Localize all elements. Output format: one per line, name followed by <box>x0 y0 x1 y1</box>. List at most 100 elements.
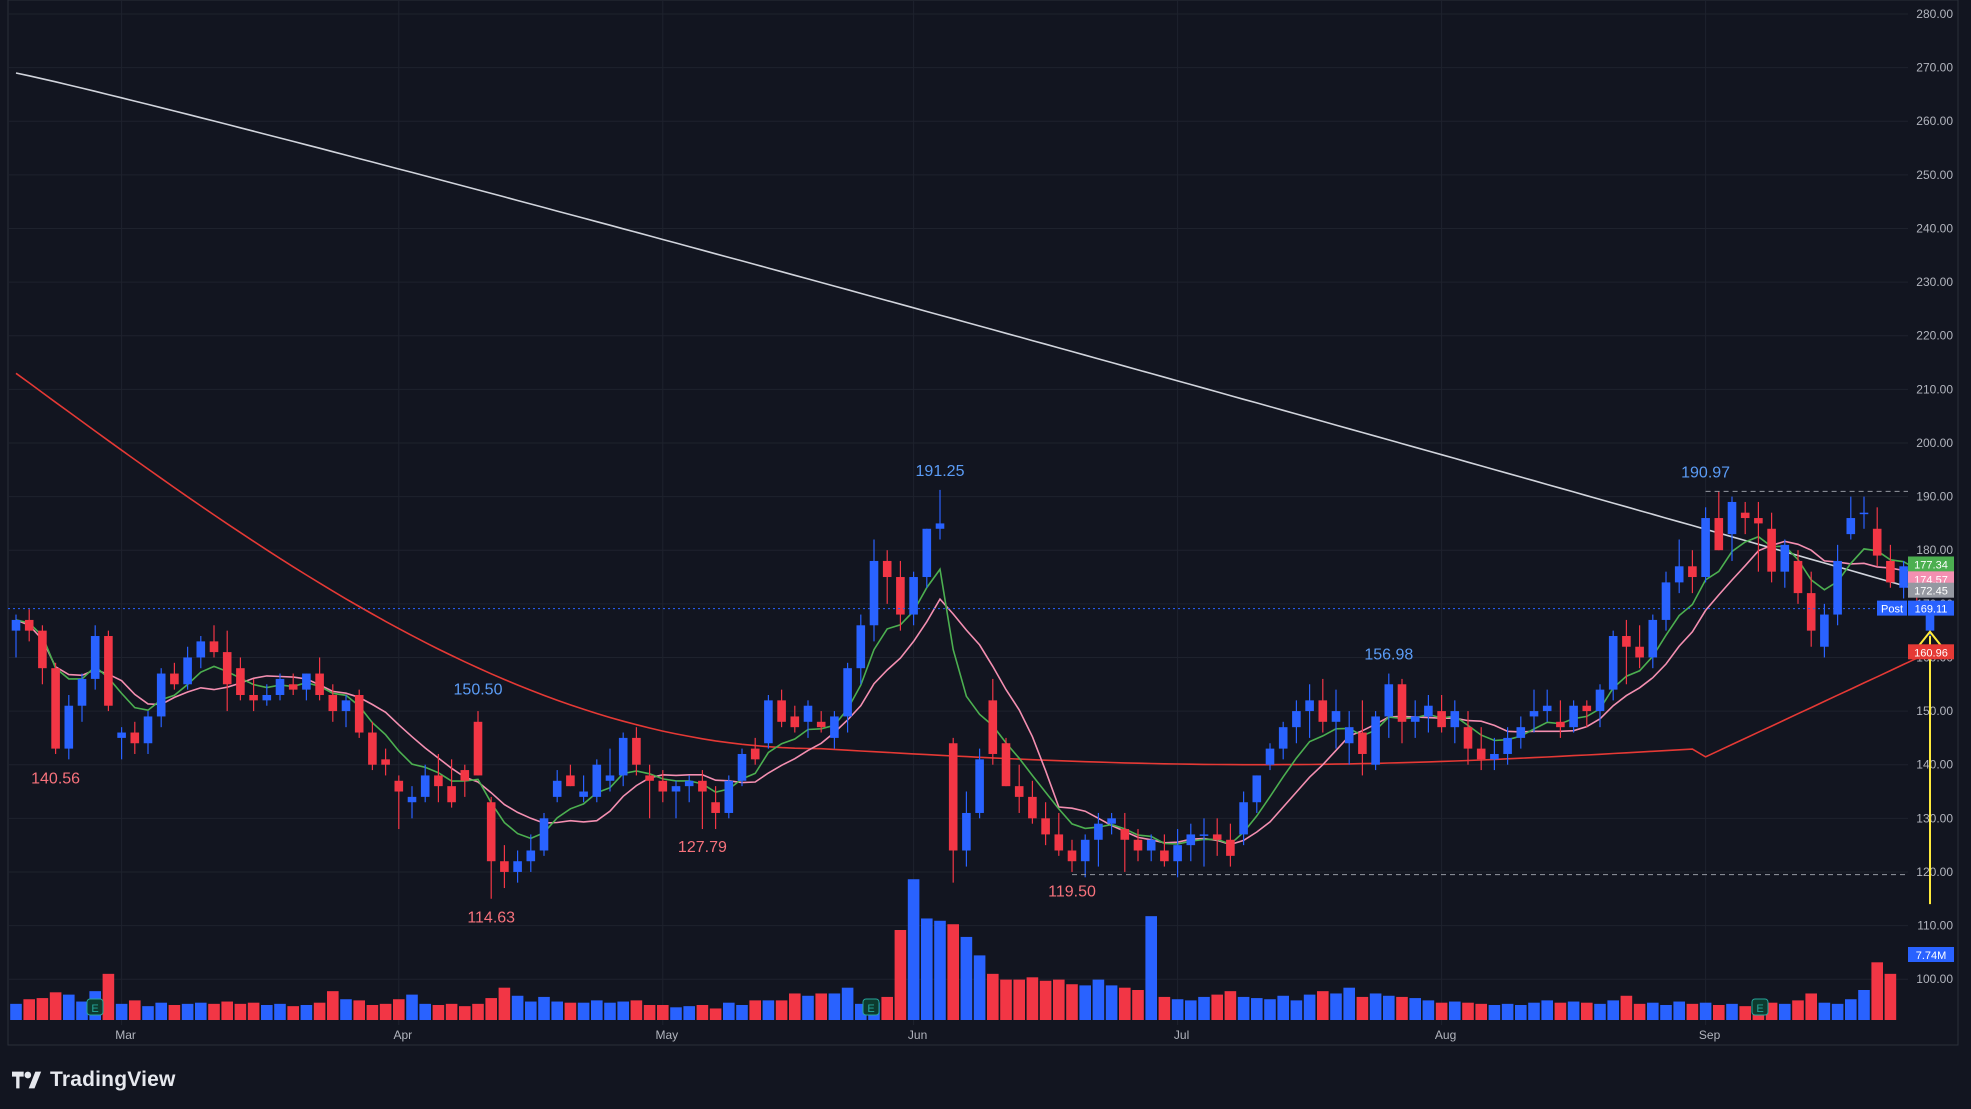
candle-body <box>1872 528 1882 556</box>
candle-body <box>935 523 945 529</box>
candle-body <box>1754 518 1763 524</box>
candle-body <box>1041 818 1050 835</box>
volume-bar <box>313 1002 326 1020</box>
tradingview-logo[interactable]: TradingView <box>12 1066 176 1094</box>
volume-bar <box>49 992 62 1020</box>
y-tick-label: 150.00 <box>1916 704 1953 718</box>
volume-bar <box>1884 973 1897 1020</box>
candle-body <box>698 780 707 792</box>
candle-body <box>1595 689 1605 712</box>
candle-body <box>1569 705 1578 728</box>
volume-bar <box>709 1008 722 1020</box>
volume-bar <box>1633 1003 1646 1020</box>
volume-bar <box>419 1003 431 1020</box>
yellow-arrow-head <box>1915 630 1945 651</box>
volume-bar <box>1119 987 1131 1020</box>
candle-body <box>1437 711 1446 728</box>
volume-bar <box>789 993 801 1020</box>
candle-body <box>130 732 140 744</box>
post-badge-bg <box>1877 600 1907 616</box>
candle-body <box>830 716 839 738</box>
candle-body <box>1094 823 1103 840</box>
candle-body <box>51 668 60 749</box>
earnings-marker-badge <box>86 998 104 1016</box>
volume-bar <box>498 987 511 1020</box>
candle-body <box>1120 829 1130 840</box>
candle-body <box>117 732 126 738</box>
volume-bar <box>815 993 827 1020</box>
volume-bar <box>802 995 814 1020</box>
candle-body <box>473 721 483 776</box>
volume-bar <box>1449 1001 1461 1020</box>
candle-body <box>1582 705 1592 712</box>
volume-bar <box>353 1000 365 1020</box>
volume-bar <box>1317 991 1329 1020</box>
candle-body <box>11 619 21 631</box>
candle-body <box>1622 636 1631 647</box>
volume-bar <box>1000 979 1012 1020</box>
volume-bar <box>591 1000 603 1020</box>
volume-bar <box>723 1002 735 1020</box>
axis-price-label-bg <box>1908 600 1954 616</box>
candle-body <box>1278 727 1288 749</box>
volume-bar <box>1475 1003 1487 1020</box>
candle-body <box>777 700 786 722</box>
tradingview-logo-icon <box>12 1071 42 1089</box>
volume-bar <box>1158 996 1171 1020</box>
axis-price-label-text: 172.45 <box>1914 586 1948 598</box>
candle-body <box>1410 716 1420 722</box>
candle-body <box>1833 560 1842 615</box>
candle-body <box>988 700 998 754</box>
candle-body <box>328 694 338 712</box>
candle-body <box>1490 753 1499 760</box>
volume-bar <box>921 918 933 1020</box>
candle-body <box>1476 748 1486 760</box>
y-tick-label: 280.00 <box>1916 7 1953 21</box>
x-tick-label: Aug <box>1435 1028 1456 1042</box>
grid <box>8 0 1908 1025</box>
candle-body <box>513 861 522 872</box>
post-badge-text: Post <box>1881 604 1903 616</box>
volume-bar <box>775 1000 788 1020</box>
volume-bar <box>881 996 893 1020</box>
volume-bar <box>1092 979 1105 1020</box>
y-tick-label: 270.00 <box>1916 61 1953 75</box>
price-chart[interactable]: 100.00 110.00 120.00 130.00 140.00 150.00 160.… <box>0 0 1971 1060</box>
candle-body <box>1265 748 1275 765</box>
volume-bar <box>1818 1002 1831 1020</box>
volume-bar <box>1105 985 1118 1020</box>
y-tick-label: 120.00 <box>1916 865 1953 879</box>
candle-body <box>1160 850 1169 862</box>
volume-bar <box>300 1005 313 1020</box>
candle-body <box>288 684 298 690</box>
x-tick-label: Jun <box>908 1028 927 1042</box>
volume-bar <box>1132 990 1144 1020</box>
candle-body <box>222 652 232 685</box>
volume-bar <box>683 1006 695 1020</box>
y-tick-label: 260.00 <box>1916 114 1953 128</box>
y-tick-label: 220.00 <box>1916 329 1953 343</box>
candle-body <box>1661 582 1671 620</box>
volume-bar <box>1396 996 1408 1020</box>
candle-body <box>816 721 826 728</box>
candle-body <box>1397 684 1407 722</box>
y-tick-label: 250.00 <box>1916 168 1953 182</box>
candle-body <box>1014 786 1024 797</box>
price-annotation: 156.98 <box>1364 647 1413 664</box>
volume-bar <box>485 998 497 1020</box>
candle-body <box>447 786 456 803</box>
candle-body <box>341 700 351 712</box>
candle-body <box>764 700 773 744</box>
candle-body <box>1450 711 1460 728</box>
candle-body <box>909 577 918 615</box>
volume-bar <box>670 1007 682 1020</box>
candle-body <box>552 780 562 797</box>
volume-bar <box>472 1003 484 1020</box>
volume-bar <box>1488 1005 1501 1020</box>
volume-bar <box>1185 1000 1197 1020</box>
volume-bar <box>894 930 907 1020</box>
volume-bar <box>1858 990 1870 1020</box>
price-annotation: 150.50 <box>454 681 503 698</box>
candle-body <box>394 780 404 792</box>
